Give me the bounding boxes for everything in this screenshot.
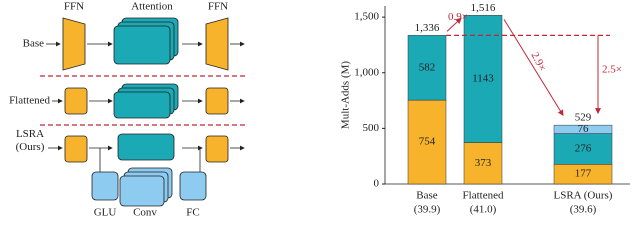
bar-segment <box>407 35 447 101</box>
column-label: Attention <box>131 1 173 13</box>
arrow <box>446 17 462 32</box>
value-label: 177 <box>575 168 592 180</box>
attention-block <box>113 91 171 119</box>
value-label: 1143 <box>472 72 494 84</box>
annotation: 0.9× <box>448 11 468 23</box>
column-label: FFN <box>208 1 228 13</box>
ffn-block <box>205 87 229 115</box>
bar-segment <box>407 99 447 185</box>
value-label: 754 <box>419 136 436 148</box>
row-label: Flattened <box>9 95 50 107</box>
row-label: Base <box>23 38 45 50</box>
value-label: 373 <box>475 157 492 169</box>
attention-block <box>117 133 175 161</box>
bar-segment <box>553 133 613 165</box>
total-label: 529 <box>575 112 592 124</box>
attention-block <box>113 25 171 65</box>
branch-label: GLU <box>94 207 117 219</box>
value-label: 276 <box>575 142 592 154</box>
ffn-block <box>64 87 88 115</box>
annotation: 2.5× <box>602 64 622 76</box>
value-label: 582 <box>419 61 436 73</box>
branch-label: FC <box>186 207 199 219</box>
ffn-block <box>64 135 88 163</box>
x-tick-note: (41.0) <box>470 204 497 216</box>
x-tick-note: (39.6) <box>570 204 597 216</box>
x-tick-label: Flattened <box>463 190 504 202</box>
conv-block <box>119 175 165 207</box>
x-tick-note: (39.9) <box>414 204 441 216</box>
glu-block <box>91 171 119 201</box>
annotation: 2.9× <box>528 50 548 73</box>
y-tick-label: 1,000 <box>354 66 379 78</box>
column-label: FFN <box>64 1 84 13</box>
x-tick-label: Base <box>416 190 438 202</box>
y-tick-label: 0 <box>374 178 380 190</box>
chart: 0 500 1,000 1,500 Mult-Adds (M) 754 582 1,336 Ba… <box>340 2 630 216</box>
row-label: LSRA (Ours) <box>16 128 45 153</box>
total-label: 1,336 <box>415 22 440 34</box>
ffn-block <box>205 17 229 71</box>
branch-label: Conv <box>133 207 157 219</box>
value-label: 76 <box>578 123 590 135</box>
bar-segment <box>463 142 503 185</box>
ffn-block <box>205 135 229 163</box>
y-axis-label: Mult-Adds (M) <box>340 61 352 129</box>
total-label: 1,516 <box>471 2 496 14</box>
fc-block <box>179 171 207 201</box>
figure: FFN Attention FFN Base Flattened LSRA (Ou… <box>9 1 630 219</box>
y-tick-label: 500 <box>363 122 380 134</box>
bar-segment <box>463 15 503 143</box>
y-tick-label: 1,500 <box>354 11 379 23</box>
diagram: FFN Attention FFN Base Flattened LSRA (Ou… <box>9 1 246 219</box>
ffn-block <box>62 17 86 71</box>
arrow <box>503 19 564 117</box>
x-tick-label: LSRA (Ours) <box>554 190 613 202</box>
bar-segment <box>553 124 613 134</box>
